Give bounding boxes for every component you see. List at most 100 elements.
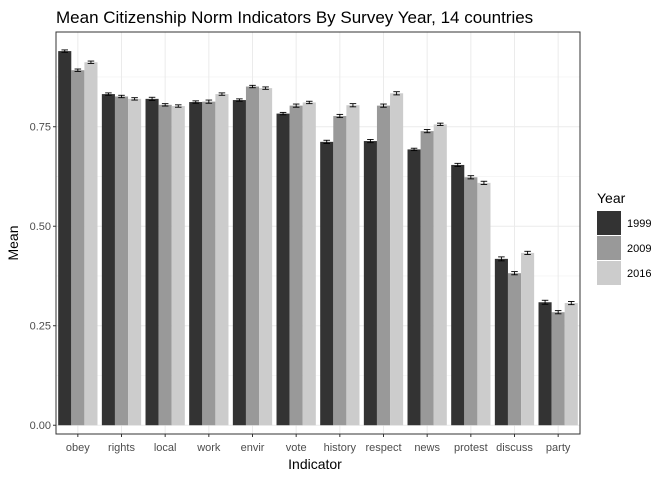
bar-obey-2009	[71, 70, 85, 426]
legend-key-1999	[597, 211, 621, 235]
bar-obey-2016	[84, 62, 98, 426]
bar-respect-2016	[390, 93, 404, 426]
bar-envir-2009	[245, 86, 260, 426]
x-tick-label-news: news	[414, 442, 440, 454]
error-bar-envir-2016	[262, 86, 269, 90]
bar-discuss-2009	[507, 273, 522, 426]
y-tick-label: 0.25	[30, 321, 51, 333]
error-bar-obey-2016	[87, 60, 95, 64]
x-tick-label-protest: protest	[454, 442, 488, 454]
legend-key-2009	[597, 236, 621, 260]
x-tick-label-rights: rights	[108, 442, 135, 454]
bar-work-2009	[202, 101, 216, 426]
error-bar-local-2009	[161, 103, 169, 107]
bar-history-1999	[320, 141, 334, 426]
legend: Year 1999 2009 2016	[597, 190, 651, 285]
error-bar-rights-2016	[131, 97, 138, 101]
error-bar-history-2009	[336, 113, 344, 119]
error-bar-discuss-2009	[511, 271, 518, 276]
bar-history-2016	[346, 105, 360, 426]
error-bar-discuss-2016	[524, 250, 531, 255]
bar-rights-2016	[128, 98, 142, 426]
bar-discuss-1999	[494, 258, 508, 426]
error-bar-local-1999	[148, 96, 156, 101]
bar-protest-1999	[451, 164, 465, 426]
bar-rights-2009	[114, 96, 129, 426]
x-tick-label-envir: envir	[241, 442, 265, 454]
error-bar-history-1999	[323, 139, 331, 144]
x-tick-label-history: history	[324, 442, 357, 454]
bar-protest-2009	[464, 177, 478, 426]
error-bar-obey-1999	[61, 49, 69, 53]
error-bar-protest-2016	[480, 180, 488, 185]
error-bar-vote-1999	[279, 111, 287, 116]
error-bar-vote-2016	[305, 100, 313, 105]
error-bar-envir-1999	[236, 98, 243, 102]
legend-label-1999: 1999	[627, 218, 651, 230]
error-bar-news-2016	[436, 122, 444, 126]
error-bar-envir-2009	[249, 84, 256, 89]
bar-work-2016	[215, 94, 229, 426]
error-bar-vote-2009	[292, 103, 300, 108]
error-bar-history-2016	[349, 103, 357, 108]
bar-discuss-2016	[521, 252, 535, 426]
error-bar-respect-1999	[367, 139, 374, 144]
bar-history-2009	[333, 115, 347, 426]
error-bar-work-1999	[192, 100, 200, 104]
chart-title: Mean Citizenship Norm Indicators By Surv…	[56, 8, 533, 27]
error-bar-party-2009	[554, 310, 562, 315]
panel-border	[55, 31, 581, 435]
x-tick-label-local: local	[154, 442, 177, 454]
x-tick-label-party: party	[546, 442, 571, 454]
x-tick-label-obey: obey	[66, 442, 90, 454]
bar-vote-1999	[276, 113, 290, 426]
legend-label-2009: 2009	[627, 243, 651, 255]
bar-vote-2016	[302, 102, 316, 426]
error-bar-discuss-1999	[498, 256, 505, 262]
legend-key-2016	[597, 261, 621, 285]
bar-news-1999	[407, 149, 421, 426]
bar-local-2016	[171, 106, 185, 426]
error-bar-obey-2009	[74, 68, 82, 72]
legend-title: Year	[597, 190, 626, 206]
bar-news-2009	[420, 131, 434, 426]
bar-news-2016	[433, 124, 447, 426]
bar-vote-2009	[289, 105, 303, 426]
bar-protest-2016	[477, 182, 491, 426]
error-bar-rights-1999	[105, 92, 112, 96]
error-bar-party-2016	[567, 301, 575, 306]
bar-envir-1999	[232, 100, 246, 426]
error-bar-respect-2009	[380, 103, 387, 108]
error-bar-local-2016	[174, 104, 182, 108]
x-tick-label-respect: respect	[365, 442, 401, 454]
error-bar-party-1999	[541, 299, 549, 305]
bar-obey-1999	[58, 51, 72, 426]
y-tick-label: 0.75	[30, 122, 51, 134]
legend-label-2016: 2016	[627, 268, 651, 280]
y-tick-label: 0.00	[30, 420, 51, 432]
bar-respect-2009	[376, 105, 391, 426]
x-tick-label-vote: vote	[286, 442, 307, 454]
bar-party-2009	[551, 312, 565, 426]
error-bar-work-2009	[205, 99, 213, 104]
x-tick-label-work: work	[196, 442, 221, 454]
error-bar-protest-2009	[467, 175, 475, 180]
error-bar-protest-1999	[454, 162, 462, 167]
bar-party-1999	[538, 302, 552, 426]
bar-rights-1999	[101, 94, 115, 426]
y-axis-title: Mean	[5, 225, 21, 260]
error-bar-news-1999	[410, 147, 418, 152]
y-tick-label: 0.50	[30, 221, 51, 233]
x-tick-label-discuss: discuss	[496, 442, 533, 454]
plot-panel	[55, 31, 581, 435]
bar-local-2009	[158, 104, 172, 426]
error-bar-rights-2009	[118, 94, 125, 99]
error-bar-work-2016	[218, 92, 226, 96]
bar-work-1999	[189, 102, 203, 426]
bar-party-2016	[564, 303, 578, 426]
error-bar-news-2009	[423, 129, 431, 134]
bar-envir-2016	[259, 88, 273, 426]
error-bar-respect-2016	[393, 91, 400, 96]
panel-background	[56, 32, 580, 434]
